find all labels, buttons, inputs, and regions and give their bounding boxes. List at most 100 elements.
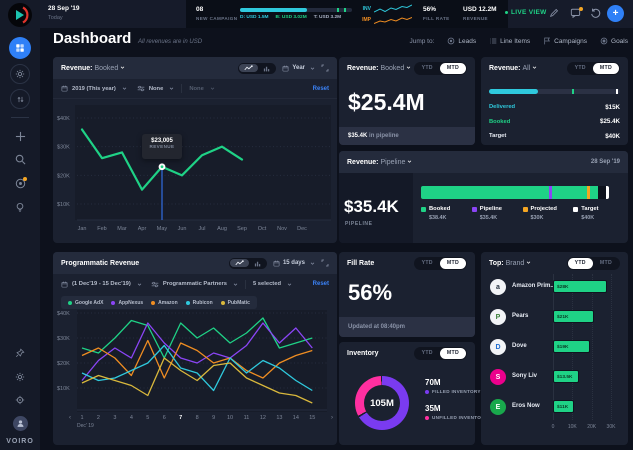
date-range-filter[interactable]: (1 Dec'19 - 15 Dec'19) — [72, 281, 131, 287]
svg-text:$10K: $10K — [57, 202, 70, 208]
sidebar-item-support[interactable] — [0, 393, 40, 407]
line-chart-icon — [239, 64, 259, 72]
selected-filter[interactable]: 5 selected — [252, 281, 281, 287]
brand-row-amazon-prim-eo[interactable]: a Amazon Prim...eo $28K — [481, 272, 628, 302]
live-view-button[interactable]: LIVE VIEW — [505, 9, 547, 16]
ytd-mtd-toggle[interactable]: YTD MTD — [413, 346, 467, 360]
legend-item[interactable]: Rubicon — [185, 300, 213, 306]
svg-text:$20K: $20K — [57, 361, 70, 367]
history-icon[interactable] — [590, 8, 601, 19]
sidebar-item-preferences[interactable] — [0, 370, 40, 384]
jump-item-leads[interactable]: Leads — [447, 37, 476, 45]
pipeline-legend-item: Booked $38.4K — [421, 206, 472, 221]
toggle-mtd[interactable]: MTD — [439, 347, 466, 359]
svg-text:May: May — [157, 226, 168, 232]
brand-row-pears[interactable]: P Pears $21K — [481, 302, 628, 332]
brand-row-sony-liv[interactable]: S Sony Liv $13.5K — [481, 362, 628, 392]
svg-text:9: 9 — [212, 415, 215, 421]
svg-text:Mar: Mar — [117, 226, 127, 232]
year-filter[interactable]: 2019 (This year) — [72, 85, 116, 92]
sidebar-item-ideas[interactable] — [0, 200, 40, 214]
person-icon — [16, 419, 25, 428]
expand-icon[interactable] — [321, 259, 329, 267]
jump-item-goals[interactable]: Goals — [600, 37, 628, 45]
legend-item[interactable]: Google AdX — [68, 300, 103, 306]
pipeline-legend-item: Pipeline $35.4K — [471, 206, 523, 221]
toggle-ytd[interactable]: YTD — [421, 350, 433, 356]
inv-label: INV — [362, 5, 371, 12]
toggle-ytd[interactable]: YTD — [567, 257, 593, 269]
dimension-filter[interactable]: None — [148, 85, 164, 92]
svg-text:Oct: Oct — [258, 226, 267, 232]
campaign-label: NEW CAMPAIGN — [196, 15, 238, 21]
brand-row-eros-now[interactable]: E Eros Now $11K — [481, 392, 628, 422]
legend-item[interactable]: Amazon — [151, 300, 178, 306]
panel-title[interactable]: Revenue: Booked — [61, 65, 125, 72]
chart-type-toggle[interactable] — [228, 257, 267, 269]
partners-filter[interactable]: Programmatic Partners — [162, 281, 227, 287]
svg-text:14: 14 — [293, 415, 299, 421]
edit-icon[interactable] — [549, 8, 559, 18]
sidebar-item-add[interactable] — [0, 129, 40, 143]
legend-item[interactable]: AppNexus — [111, 300, 143, 306]
expand-icon[interactable] — [321, 64, 329, 72]
ytd-mtd-toggle[interactable]: YTD MTD — [413, 256, 467, 270]
sidebar-item-sort[interactable] — [0, 89, 40, 109]
sidebar-item-settings[interactable] — [0, 64, 40, 84]
ytd-mtd-toggle[interactable]: YTD MTD — [566, 256, 620, 270]
revenue-line-chart[interactable]: $40K $30K $20K $10K Jan Feb Mar Apr May Jun Jul Aug… — [53, 99, 337, 243]
toggle-mtd[interactable]: MTD — [599, 260, 612, 266]
toggle-mtd[interactable]: MTD — [439, 62, 466, 74]
gear-icon — [15, 372, 25, 382]
sidebar-item-pin[interactable] — [0, 346, 40, 360]
fill-rate-big: 56% — [348, 280, 393, 305]
chat-icon[interactable] — [570, 7, 583, 18]
sliders-icon — [151, 281, 159, 288]
panel-title[interactable]: Top: Brand — [489, 260, 531, 267]
svg-text:Dec: Dec — [297, 226, 307, 232]
svg-text:2: 2 — [97, 415, 100, 421]
chevron-down-icon — [407, 159, 412, 164]
jump-to-nav: Jump to: Leads Line Items Campaigns Goals — [409, 37, 628, 45]
add-button[interactable]: + — [607, 5, 624, 22]
panel-title[interactable]: Revenue: All — [489, 65, 537, 72]
page-subtitle: All revenues are in USD — [138, 39, 203, 45]
toggle-ytd[interactable]: YTD — [421, 65, 433, 71]
ytd-mtd-toggle[interactable]: YTD MTD — [566, 61, 620, 75]
toggle-ytd[interactable]: YTD — [574, 65, 586, 71]
brand-row-dove[interactable]: D Dove $19K — [481, 332, 628, 362]
panel-title[interactable]: Revenue: Pipeline — [347, 159, 412, 166]
gear-icon — [15, 395, 25, 405]
programmatic-legend: Google AdX AppNexus Amazon Rubicon PubMatic — [61, 296, 257, 309]
chart-type-toggle[interactable] — [238, 62, 277, 74]
sidebar-item-profile[interactable] — [0, 415, 40, 431]
sidebar-item-search[interactable] — [0, 152, 40, 166]
jump-to-label: Jump to: — [409, 37, 435, 45]
chevron-down-icon — [310, 66, 315, 71]
subfilter[interactable]: None — [189, 85, 204, 92]
panel-revenue-trend: Revenue: Booked Year 2019 (This year) No… — [53, 57, 337, 243]
chevron-down-icon — [120, 65, 125, 70]
imp-sparkline — [374, 16, 412, 24]
revenue-all-progress — [489, 89, 620, 94]
sidebar-item-insights[interactable] — [0, 176, 40, 190]
panel-title[interactable]: Revenue: Booked — [347, 65, 411, 72]
reset-button[interactable]: Reset — [312, 85, 329, 92]
logo-icon — [8, 3, 32, 27]
reset-button[interactable]: Reset — [312, 281, 329, 287]
toggle-mtd[interactable]: MTD — [592, 62, 619, 74]
jump-item-campaigns[interactable]: Campaigns — [543, 37, 587, 45]
toggle-mtd[interactable]: MTD — [439, 257, 466, 269]
revenue-all-rows: Delivered $15K Booked $25.4K Target $40K — [489, 100, 620, 144]
inventory-legend-item: 35M UNFILLED INVENTORY — [425, 404, 488, 420]
sidebar-item-dashboard[interactable] — [0, 37, 40, 59]
sidebar-divider — [0, 115, 40, 119]
legend-item[interactable]: PubMatic — [220, 300, 250, 306]
period-select[interactable]: Year — [282, 65, 315, 72]
sliders-icon — [137, 85, 145, 92]
ytd-mtd-toggle[interactable]: YTD MTD — [413, 61, 467, 75]
toggle-ytd[interactable]: YTD — [421, 260, 433, 266]
period-select[interactable]: 15 days — [273, 260, 315, 267]
jump-item-line-items[interactable]: Line Items — [490, 37, 531, 45]
